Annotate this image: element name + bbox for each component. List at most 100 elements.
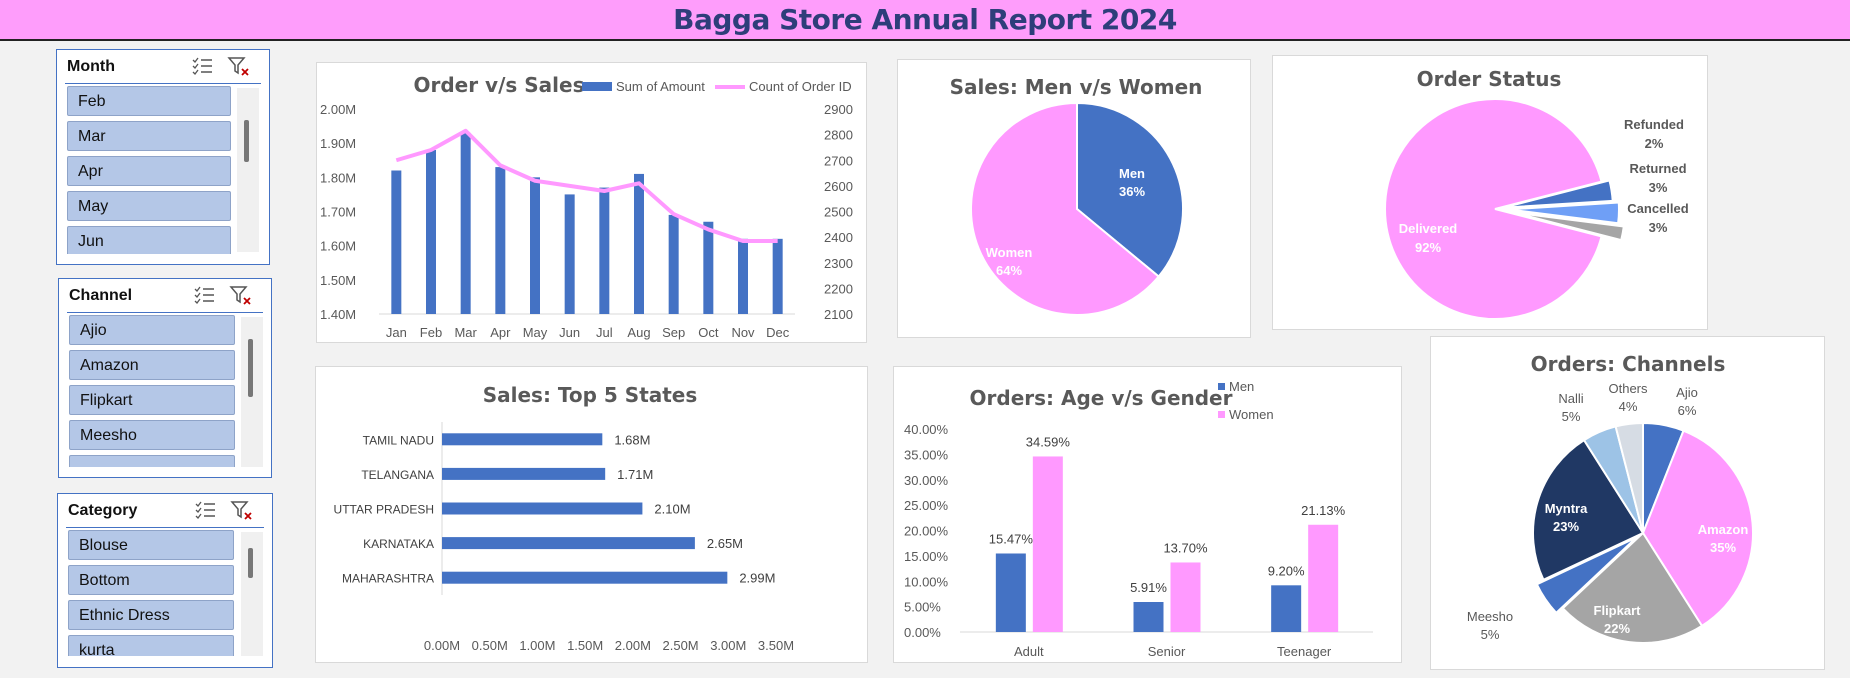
slicer-scrollbar[interactable] xyxy=(237,88,259,252)
slicer-item-myntra[interactable] xyxy=(69,455,235,467)
men-women-chart: Sales: Men v/s Women Men 36% Women 64% xyxy=(897,59,1251,338)
x-tick-label: Jan xyxy=(386,325,407,340)
chart-title: Order v/s Sales xyxy=(413,73,584,97)
y-tick-label: 2.00M xyxy=(320,102,356,117)
state-bar xyxy=(442,467,606,480)
slice-value: 2% xyxy=(1645,136,1664,151)
x-tick-label: 2.50M xyxy=(663,638,699,653)
y2-tick-label: 2800 xyxy=(824,128,853,143)
legend-swatch xyxy=(1218,411,1225,418)
state-bar xyxy=(442,537,695,550)
x-tick-label: Apr xyxy=(490,325,511,340)
slicer-item-kurta[interactable]: kurta xyxy=(68,635,234,656)
age-gender-bar xyxy=(1170,562,1201,632)
slice-label: Women xyxy=(986,245,1033,260)
data-label: 13.70% xyxy=(1163,540,1208,555)
slice-label: Ajio xyxy=(1676,385,1698,400)
category-label: TELANGANA xyxy=(361,468,434,482)
x-tick-label: 0.00M xyxy=(424,638,460,653)
slicer-item-mar[interactable]: Mar xyxy=(67,121,231,151)
slicer-scrollbar[interactable] xyxy=(241,317,263,467)
scrollbar-thumb[interactable] xyxy=(248,548,253,578)
slicer-item-apr[interactable]: Apr xyxy=(67,156,231,186)
slice-value: 92% xyxy=(1415,240,1441,255)
data-label: 2.99M xyxy=(739,571,775,586)
slice-value: 5% xyxy=(1562,409,1581,424)
x-tick-label: Feb xyxy=(420,325,442,340)
y-tick-label: 0.00% xyxy=(904,625,941,640)
multi-select-icon[interactable] xyxy=(193,285,215,305)
y2-tick-label: 2200 xyxy=(824,281,853,296)
slicer-item-ajio[interactable]: Ajio xyxy=(69,315,235,345)
sales-bar xyxy=(772,238,783,314)
report-title: Bagga Store Annual Report 2024 xyxy=(673,3,1177,36)
sales-bar xyxy=(634,173,644,314)
age-gender-bar xyxy=(1032,456,1063,632)
slice-label: Delivered xyxy=(1399,221,1458,236)
data-label: 34.59% xyxy=(1026,434,1071,449)
slicer-item-feb[interactable]: Feb xyxy=(67,86,231,116)
order-status-chart: Order Status Delivered 92% Cancelled 3% Retur… xyxy=(1272,55,1708,330)
pie-slice xyxy=(1614,421,1644,534)
multi-select-icon[interactable] xyxy=(191,56,213,76)
legend-swatch xyxy=(582,82,612,91)
slicer-item-may[interactable]: May xyxy=(67,191,231,221)
slicer-item-blouse[interactable]: Blouse xyxy=(68,530,234,560)
age-gender-bar xyxy=(1133,602,1164,632)
scrollbar-thumb[interactable] xyxy=(248,339,253,397)
y-tick-label: 1.70M xyxy=(320,205,356,220)
slicer-title: Month xyxy=(67,58,115,75)
sales-bar xyxy=(703,221,714,314)
slice-value: 6% xyxy=(1678,403,1697,418)
slicer-item-amazon[interactable]: Amazon xyxy=(69,350,235,380)
slice-value: 64% xyxy=(996,263,1022,278)
slicer-item-flipkart[interactable]: Flipkart xyxy=(69,385,235,415)
slicer-scrollbar[interactable] xyxy=(241,532,263,656)
slice-value: 3% xyxy=(1649,180,1668,195)
multi-select-icon[interactable] xyxy=(194,500,216,520)
y-tick-label: 1.60M xyxy=(320,239,356,254)
x-tick-label: 2.00M xyxy=(615,638,651,653)
x-tick-label: Nov xyxy=(731,325,755,340)
y2-tick-label: 2900 xyxy=(824,102,853,117)
order-sales-chart: Order v/s Sales Sum of Amount Count of Ord… xyxy=(316,62,867,343)
scrollbar-thumb[interactable] xyxy=(244,120,249,162)
slicer-item-bottom[interactable]: Bottom xyxy=(68,565,234,595)
slicer-list: Blouse Bottom Ethnic Dress kurta xyxy=(68,530,234,656)
y-tick-label: 30.00% xyxy=(904,473,949,488)
legend-label: Sum of Amount xyxy=(616,79,705,94)
pie-slice xyxy=(970,101,1161,316)
data-label: 2.65M xyxy=(707,536,743,551)
clear-filter-icon[interactable] xyxy=(227,55,251,79)
chart-title: Order Status xyxy=(1417,67,1562,91)
category-slicer: Category Blouse Bottom Ethnic Dress kurt… xyxy=(57,493,273,668)
slice-value: 35% xyxy=(1710,540,1736,555)
clear-filter-icon[interactable] xyxy=(229,284,253,308)
y-tick-label: 15.00% xyxy=(904,549,949,564)
pie-slice xyxy=(1502,179,1614,209)
slice-value: 36% xyxy=(1119,184,1145,199)
sales-bar xyxy=(738,238,748,314)
age-gender-bar xyxy=(995,553,1026,632)
category-label: TAMIL NADU xyxy=(363,433,434,447)
pie-slice xyxy=(1535,536,1638,615)
slicer-item-jun[interactable]: Jun xyxy=(67,226,231,254)
y2-tick-label: 2500 xyxy=(824,205,853,220)
slicer-item-meesho[interactable]: Meesho xyxy=(69,420,235,450)
slice-label: Meesho xyxy=(1467,609,1513,624)
slice-label: Myntra xyxy=(1545,501,1588,516)
month-slicer: Month Feb Mar Apr May Jun xyxy=(56,49,270,265)
slicer-item-ethnic-dress[interactable]: Ethnic Dress xyxy=(68,600,234,630)
y-tick-label: 20.00% xyxy=(904,524,949,539)
top-states-chart: Sales: Top 5 States TAMIL NADU 1.68M TELANG… xyxy=(315,366,868,663)
age-gender-chart: Orders: Age v/s Gender Men Women 40.00% 35.0… xyxy=(893,366,1402,663)
state-bar xyxy=(442,502,643,515)
slice-value: 23% xyxy=(1553,519,1579,534)
y2-tick-label: 2700 xyxy=(824,153,853,168)
slicer-header: Month xyxy=(65,50,261,84)
slice-label: Amazon xyxy=(1698,522,1749,537)
clear-filter-icon[interactable] xyxy=(230,499,254,523)
pie-slice xyxy=(1514,211,1625,242)
legend-label: Men xyxy=(1229,379,1254,394)
category-label: KARNATAKA xyxy=(363,537,434,551)
